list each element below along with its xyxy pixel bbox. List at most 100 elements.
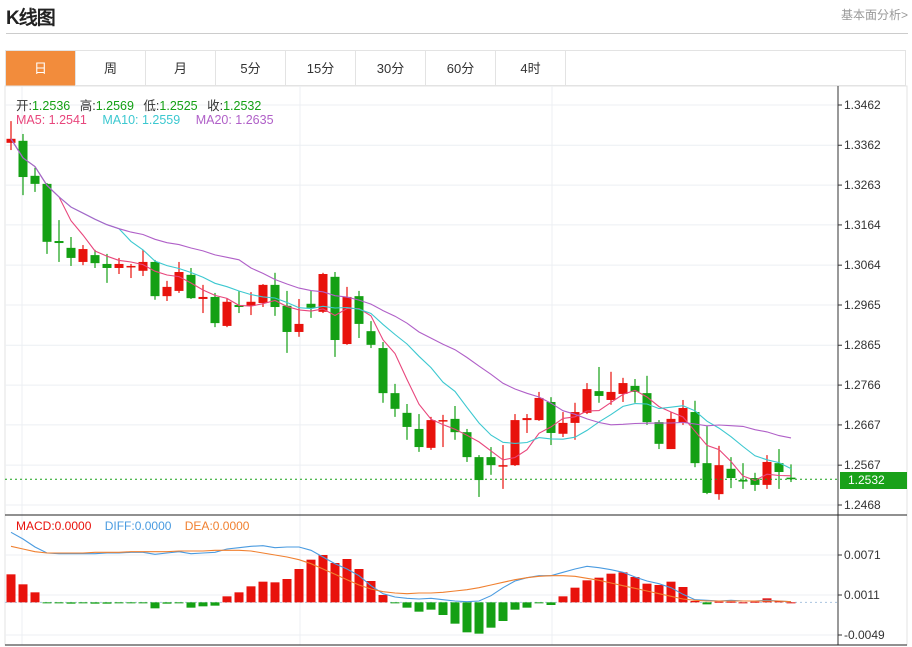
- ma5-legend: MA5: 1.2541: [16, 113, 87, 127]
- macd-bar: [714, 601, 724, 603]
- candle: [126, 263, 136, 279]
- candle-body: [666, 418, 676, 450]
- macd-bar: [138, 602, 148, 604]
- candle: [438, 414, 448, 448]
- ma5-line: [10, 138, 792, 481]
- candle: [78, 245, 88, 266]
- candle: [774, 449, 784, 489]
- candle: [450, 406, 460, 440]
- high-label: 高:: [79, 99, 96, 113]
- candle: [642, 375, 652, 425]
- macd-bar: [150, 602, 160, 609]
- candle-body: [690, 412, 700, 464]
- tab-15min[interactable]: 15分: [286, 51, 356, 86]
- candle: [666, 412, 676, 450]
- macd-bar: [522, 602, 532, 608]
- candle: [762, 455, 772, 489]
- candle: [306, 290, 316, 318]
- macd-bar: [618, 572, 628, 603]
- macd-panel: [5, 531, 838, 634]
- candle-body: [162, 286, 172, 297]
- macd-bar: [390, 602, 400, 604]
- candle: [246, 292, 256, 316]
- tab-day[interactable]: 日: [6, 51, 76, 86]
- candle: [582, 383, 592, 415]
- candle: [18, 133, 28, 196]
- y-tick-label: 1.3362: [844, 138, 881, 152]
- candle: [282, 290, 292, 353]
- low-value: 1.2525: [159, 99, 198, 113]
- candle: [546, 397, 556, 446]
- close-value: 1.2532: [223, 99, 262, 113]
- tab-5min[interactable]: 5分: [216, 51, 286, 86]
- candle-body: [558, 422, 568, 434]
- macd-bar: [594, 577, 604, 603]
- tab-4hour[interactable]: 4时: [496, 51, 566, 86]
- candle-body: [390, 393, 400, 409]
- tab-60min[interactable]: 60分: [426, 51, 496, 86]
- candle-body: [702, 463, 712, 493]
- macd-y-tick-label: -0.0049: [844, 628, 885, 642]
- candle-body: [522, 418, 532, 421]
- grid: [5, 86, 838, 645]
- fundamental-analysis-link[interactable]: 基本面分析>: [840, 8, 908, 22]
- ma-legend: MA5: 1.2541 MA10: 1.2559 MA20: 1.2635: [16, 113, 280, 127]
- candle: [522, 414, 532, 433]
- candle: [714, 445, 724, 500]
- candle: [390, 383, 400, 417]
- candle: [54, 220, 64, 262]
- candle-body: [654, 422, 664, 444]
- candle: [378, 342, 388, 403]
- candle-body: [486, 457, 496, 466]
- candle: [42, 183, 52, 254]
- macd-bar: [162, 602, 172, 604]
- tab-month[interactable]: 月: [146, 51, 216, 86]
- macd-bar: [366, 581, 376, 603]
- page-title: K线图: [6, 8, 56, 29]
- candle-body: [630, 385, 640, 392]
- macd-bar: [234, 592, 244, 603]
- macd-bar: [426, 602, 436, 610]
- candle-body: [642, 393, 652, 423]
- macd-bar: [114, 602, 124, 604]
- axes: 1.3462 1.3362 1.3263 1.3164 1.3064 1.2965 1.28…: [5, 86, 907, 646]
- candle: [330, 272, 340, 357]
- ma-lines: [10, 138, 792, 481]
- tab-week[interactable]: 周: [76, 51, 146, 86]
- macd-bar: [402, 602, 412, 608]
- candle: [198, 284, 208, 314]
- y-tick-label: 1.3164: [844, 218, 881, 232]
- candles: [6, 121, 796, 500]
- candle-body: [18, 140, 28, 178]
- tab-30min[interactable]: 30分: [356, 51, 426, 86]
- macd-bar: [42, 602, 52, 604]
- candle-body: [30, 175, 40, 184]
- candle-body: [714, 465, 724, 495]
- y-tick-label: 1.2865: [844, 338, 881, 352]
- diff-legend-value: DIFF:0.0000: [104, 519, 172, 533]
- macd-bar: [486, 602, 496, 628]
- candle-body: [402, 412, 412, 427]
- candle: [654, 420, 664, 450]
- candle: [342, 286, 352, 345]
- y-tick-label: 1.3462: [844, 98, 881, 112]
- macd-bar: [282, 579, 292, 603]
- candle: [486, 447, 496, 475]
- macd-bar: [438, 602, 448, 615]
- candle-body: [318, 274, 328, 312]
- dea-line: [10, 545, 792, 603]
- candle-body: [582, 389, 592, 413]
- y-tick-label: 1.3263: [844, 178, 881, 192]
- macd-bar: [474, 602, 484, 634]
- ma10-legend: MA10: 1.2559: [102, 113, 181, 127]
- macd-bar: [354, 569, 364, 603]
- candle-body: [606, 391, 616, 400]
- macd-bar: [18, 584, 28, 603]
- macd-legend-value: MACD:0.0000: [16, 519, 92, 533]
- macd-bar: [186, 602, 196, 608]
- macd-bar: [90, 602, 100, 604]
- y-tick-label: 1.2965: [844, 298, 881, 312]
- macd-bar: [510, 602, 520, 610]
- candle: [402, 403, 412, 440]
